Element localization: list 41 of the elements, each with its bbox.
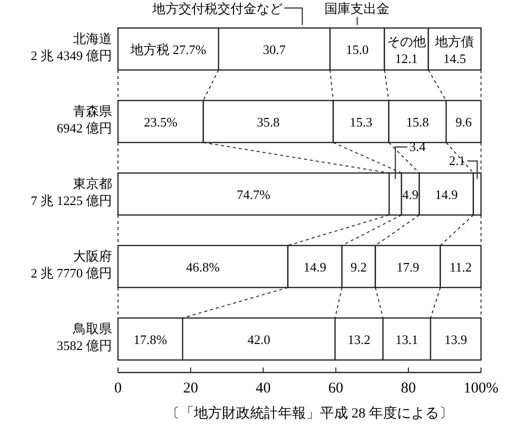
x-tick-label: 100% — [464, 380, 498, 396]
data-label: 46.8% — [186, 260, 220, 274]
data-label: 4.9 — [402, 187, 419, 202]
data-label: 9.2 — [350, 260, 367, 274]
x-tick-label: 0 — [114, 380, 122, 396]
y-tick-label: 青森県 6942 億円 — [56, 104, 112, 136]
data-label: 13.2 — [348, 332, 370, 347]
data-label: 17.9 — [396, 260, 420, 274]
data-label: 14.9 — [304, 260, 326, 274]
data-label: 15.3 — [350, 114, 372, 130]
y-tick-label: 鳥取県 3582 億円 — [56, 321, 112, 353]
data-label: 30.7 — [262, 42, 286, 57]
data-label: 15.8 — [406, 114, 429, 130]
data-label: 42.0 — [247, 332, 270, 347]
data-label: 3.4 — [409, 139, 426, 154]
data-label: 13.1 — [395, 332, 418, 347]
x-tick-label: 20 — [183, 380, 198, 396]
data-label: 14.9 — [434, 187, 458, 202]
data-label: 74.7% — [236, 187, 271, 202]
data-label: 14.5 — [443, 51, 466, 66]
data-label: 12.1 — [395, 51, 418, 66]
data-label: 2.1 — [448, 153, 466, 168]
text: 〔「地方財政統計年報」平成 28 年度による〕 — [166, 406, 453, 422]
x-tick-label: 40 — [256, 380, 271, 396]
x-tick-label: 60 — [328, 380, 344, 396]
data-label: 13.9 — [444, 332, 468, 347]
data-label: 17.8% — [134, 332, 168, 347]
text: 地方税 27.7% — [130, 42, 206, 57]
y-tick-label: 東京都 7 兆 1225 億円 — [30, 176, 112, 208]
series-label: 地方交付税交付金など — [151, 1, 282, 16]
x-tick-label: 80 — [400, 380, 416, 396]
series-label: その他 — [386, 34, 426, 49]
data-label: 9.6 — [455, 114, 472, 130]
data-label: 23.5% — [144, 114, 178, 130]
legend-label: 国庫支出金 — [324, 1, 390, 16]
data-label: 11.2 — [450, 260, 472, 274]
data-label: 35.8 — [256, 114, 280, 130]
series-label: 地方債 — [434, 34, 474, 49]
data-label: 15.0 — [346, 42, 369, 57]
y-tick-label: 大阪府 2 兆 7770 億円 — [30, 248, 112, 280]
y-tick-label: 北海道 2 兆 4349 億円 — [30, 31, 112, 63]
